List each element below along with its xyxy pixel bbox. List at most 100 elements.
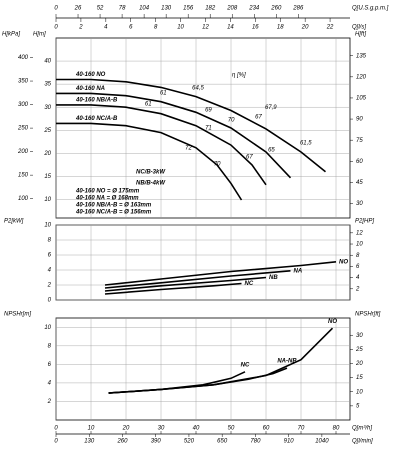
efficiency-label: 61	[145, 102, 152, 108]
x-tick-label: 22	[326, 25, 334, 31]
curve-label: 40-160 NA	[75, 86, 105, 92]
y-tick-label: 350	[18, 79, 29, 85]
y2-tick-label: 12	[356, 230, 363, 236]
y2-tick-label: 10	[356, 389, 363, 395]
x-tick-label: 234	[248, 6, 260, 12]
curve	[104, 276, 267, 292]
curve-label: 40-160 NB/A-B	[75, 98, 118, 104]
y2-tick-label: 20	[355, 361, 363, 367]
efficiency-label: 72	[185, 145, 192, 151]
y2-tick-label: 105	[356, 96, 367, 102]
curve	[56, 104, 267, 186]
efficiency-label: 67	[246, 155, 253, 161]
x-tick-label: 2	[78, 25, 83, 31]
y-tick-label: 30	[44, 105, 51, 111]
y-tick-label: 20	[43, 151, 51, 157]
diameter-note: 40-160 NC/A-B = Ø 156mm	[75, 210, 152, 216]
x-tick-label: 4	[104, 25, 108, 31]
y-tick-label: 40	[44, 59, 51, 65]
efficiency-label: 61,5	[300, 140, 312, 146]
curve-label: NB	[269, 275, 278, 281]
curve-label: NO	[328, 319, 337, 325]
y2-tick-label: 8	[356, 253, 360, 259]
x-tick-label: 0	[54, 426, 58, 432]
x-tick-label: 130	[84, 439, 95, 445]
efficiency-label: 64,5	[192, 85, 204, 91]
y2-tick-label: 60	[356, 159, 363, 165]
y-tick-label: 2	[47, 283, 52, 289]
y2-tick-label: 10	[356, 242, 363, 248]
y-tick-label: 10	[44, 197, 51, 203]
x-tick-label: 1040	[315, 439, 329, 445]
x-tick-label: 60	[263, 426, 270, 432]
curve-label: NO	[339, 259, 348, 265]
y2-tick-label: 30	[356, 201, 363, 207]
y-tick-label: 400	[18, 55, 29, 61]
y-tick-label: 200	[17, 149, 29, 155]
x-tick-label: 78	[119, 6, 126, 12]
y2-tick-label: 15	[356, 375, 363, 381]
efficiency-label: 67,9	[265, 105, 277, 111]
y2-tick-label: 6	[356, 264, 360, 270]
x-tick-label: 260	[270, 6, 282, 12]
x-tick-label: 30	[158, 426, 165, 432]
efficiency-label: 61	[160, 91, 167, 97]
x-tick-label: 0	[54, 439, 58, 445]
diameter-note: 40-160 NB/A-B = Ø 163mm	[75, 203, 152, 209]
y-tick-label: 8	[48, 238, 52, 244]
curve-label: NC	[241, 362, 250, 368]
y2-axis-label: H[ft]	[355, 32, 366, 38]
x-tick-label: 10	[177, 25, 184, 31]
curve	[104, 261, 337, 286]
x-axis-label: Q[U.S.g.p.m.]	[352, 6, 389, 12]
y2-tick-label: 120	[356, 74, 367, 80]
x-axis-label: Q[l/min]	[352, 439, 373, 445]
y2-tick-label: 4	[356, 275, 360, 281]
y2-axis-label: P2[HP]	[355, 219, 374, 225]
x-tick-label: 80	[333, 426, 340, 432]
annotation: NB/B-4kW	[136, 181, 166, 187]
y2-axis-label: NPSHr[ft]	[355, 312, 381, 318]
y2-tick-label: 135	[356, 53, 367, 59]
eta-label: η [%]	[232, 73, 246, 79]
efficiency-label: 67	[255, 115, 262, 121]
efficiency-label: 70	[214, 162, 221, 168]
x-tick-label: 6	[129, 25, 133, 31]
y-axis-label: P2[kW]	[4, 219, 24, 225]
y2-tick-label: 5	[356, 403, 360, 409]
x-tick-label: 8	[154, 25, 158, 31]
curve	[56, 92, 292, 179]
x-axis-label: Q[m³/h]	[352, 426, 372, 432]
x-tick-label: 104	[139, 6, 150, 12]
y2-tick-label: 90	[356, 117, 363, 123]
x-tick-label: 780	[250, 439, 261, 445]
efficiency-label: 71	[205, 126, 212, 132]
y-axis-label: H[kPa]	[2, 32, 20, 38]
curve-label: 40-160 NC/A-B	[75, 116, 118, 122]
curve-label: NA	[294, 268, 303, 274]
efficiency-label: 70	[228, 118, 235, 124]
x-tick-label: 52	[97, 6, 104, 12]
curve-label: NA-NB	[277, 359, 297, 365]
efficiency-label: 69	[205, 108, 212, 114]
y-tick-label: 15	[44, 174, 51, 180]
curve	[108, 367, 288, 394]
curve	[56, 78, 327, 173]
y-tick-label: 10	[44, 223, 51, 229]
y-axis-label: H[m]	[33, 32, 46, 38]
x-tick-label: 10	[88, 426, 95, 432]
y-tick-label: 25	[43, 128, 51, 134]
y-tick-label: 35	[44, 82, 51, 88]
plot-frame	[55, 317, 351, 421]
x-tick-label: 286	[292, 6, 304, 12]
y-tick-label: 4	[48, 268, 52, 274]
y-tick-label: 0	[48, 298, 52, 304]
y-tick-label: 2	[47, 399, 52, 405]
curve	[56, 122, 243, 201]
y-tick-label: 300	[18, 102, 29, 108]
x-tick-label: 520	[184, 439, 195, 445]
x-tick-label: 182	[205, 6, 216, 12]
y-tick-label: 250	[17, 126, 29, 132]
y-tick-label: 6	[48, 253, 52, 259]
